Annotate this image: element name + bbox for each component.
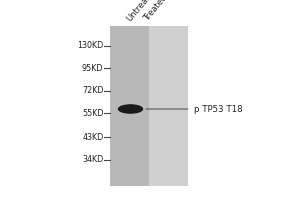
Bar [148, 26, 188, 186]
Text: Untreated: Untreated [124, 0, 159, 23]
Ellipse shape [118, 104, 143, 114]
Text: 34KD: 34KD [82, 155, 103, 164]
Text: Treated by Anisomycin: Treated by Anisomycin [142, 0, 211, 23]
Text: 130KD: 130KD [77, 42, 104, 50]
Text: 72KD: 72KD [82, 86, 104, 95]
Text: 43KD: 43KD [82, 133, 103, 142]
Text: 55KD: 55KD [82, 109, 104, 118]
Bar [110, 26, 148, 186]
Text: 95KD: 95KD [82, 64, 104, 73]
Text: p TP53 T18: p TP53 T18 [146, 104, 242, 114]
